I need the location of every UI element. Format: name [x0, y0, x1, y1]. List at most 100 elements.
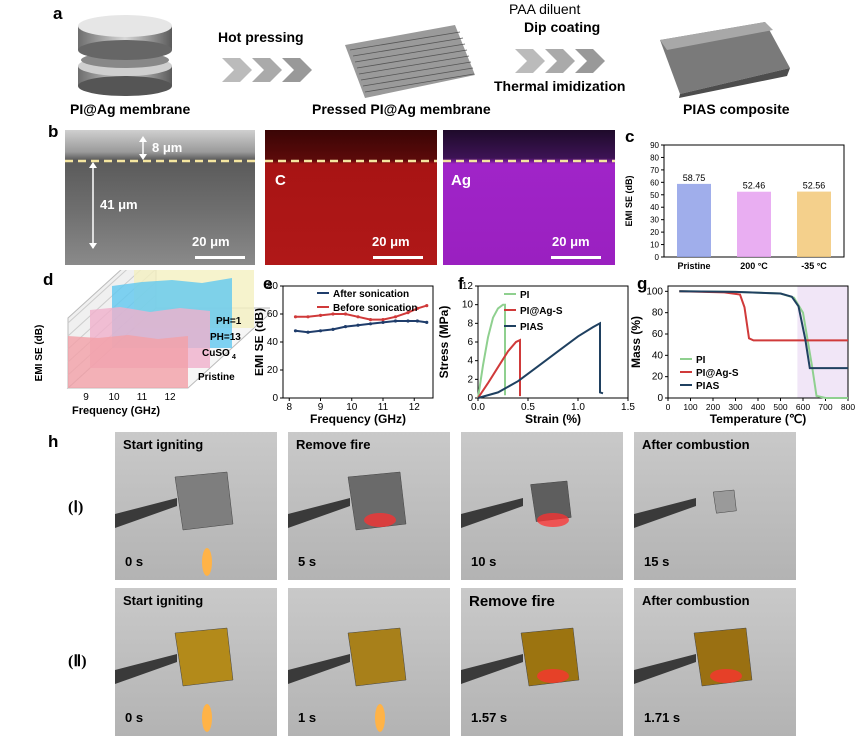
x-tick-label: 12 — [409, 402, 421, 413]
step-hot-pressing: Hot pressing — [218, 29, 304, 45]
photo-title: After combustion — [642, 437, 750, 452]
sample-film — [712, 489, 737, 514]
photo-time-label: 0 s — [125, 710, 144, 725]
series-line — [295, 320, 427, 334]
chart-e-line: 8 9 10 11 12 0 20 40 60 80 Frequency (GHz) EMI SE (… — [255, 281, 434, 426]
y-tick-label: 2 — [467, 374, 473, 385]
sample-film — [347, 627, 407, 687]
x-tick-label: 1.0 — [571, 402, 585, 413]
x-tick-label: 100 — [683, 402, 697, 412]
bar — [677, 183, 711, 257]
flame-icon — [202, 548, 212, 576]
tweezers-icon — [634, 498, 696, 528]
data-point — [293, 329, 298, 333]
y-tick-label: 0 — [655, 253, 660, 262]
data-point — [368, 322, 373, 326]
y-axis-label: EMI SE (dB) — [34, 325, 45, 382]
photo-time-label: 10 s — [471, 554, 497, 569]
y-axis-label: EMI SE (dB) — [624, 175, 634, 226]
data-point — [306, 330, 310, 334]
y-tick-label: 40 — [650, 203, 659, 212]
y-tick-label: 40 — [652, 350, 664, 361]
y-tick-label: 12 — [462, 281, 474, 292]
x-tick-label: 9 — [83, 392, 89, 403]
y-tick-label: 50 — [650, 191, 659, 200]
pressed-membrane-icon — [345, 25, 475, 98]
caption-pressed-membrane: Pressed PI@Ag membrane — [312, 101, 491, 117]
data-point — [393, 315, 398, 319]
membrane-disk-icon — [78, 15, 172, 96]
photo-title: Remove fire — [296, 437, 371, 452]
ignition-photo: After combustion 15 s — [634, 432, 796, 580]
sem-overlay — [65, 136, 255, 259]
area-series — [68, 335, 188, 388]
x-tick-label: 12 — [164, 392, 176, 403]
y-tick-label: 10 — [650, 241, 659, 250]
data-point — [393, 319, 398, 323]
x-tick-label: 11 — [378, 402, 389, 413]
data-point — [318, 329, 323, 333]
data-point — [381, 320, 385, 324]
y-tick-label: 60 — [650, 178, 659, 187]
series-line — [679, 290, 848, 370]
step-thermal-imidization: Thermal imidization — [494, 78, 626, 94]
photo-illustration — [115, 627, 234, 732]
data-point — [356, 323, 360, 327]
panel-label-h: h — [48, 432, 59, 451]
x-axis-label: Frequency (GHz) — [72, 405, 160, 417]
legend-label: PIAS — [696, 381, 720, 392]
legend-label: PIAS — [520, 322, 544, 333]
data-point — [368, 318, 373, 322]
legend-subscript: 4 — [232, 354, 236, 361]
x-tick-label: 10 — [346, 402, 358, 413]
glowing-edge — [537, 669, 569, 683]
ignition-photo: 1 s — [288, 588, 450, 736]
step-dip-coating: Dip coating — [524, 19, 601, 35]
photo-illustration — [288, 627, 407, 732]
chart-g-tga: 0 100 200 300 400 500 600 700 800 0 20 40 60 80 100 Tem… — [630, 285, 855, 426]
scale-bar-1: 20 μm — [192, 234, 230, 249]
legend-label: PI@Ag-S — [520, 306, 563, 317]
sem-cross-section — [65, 130, 255, 265]
chart-d-3d-area: 9 10 11 12 Frequency (GHz) EMI SE (dB) PH=1 PH=… — [34, 270, 270, 417]
legend-label: PI — [696, 355, 706, 366]
scale-bar-3: 20 μm — [552, 234, 590, 249]
x-tick-label: 0 — [666, 402, 671, 412]
x-axis-label: Frequency (GHz) — [310, 412, 406, 426]
y-tick-label: 10 — [462, 300, 474, 311]
glowing-edge — [364, 513, 396, 527]
step-paa-diluent: PAA diluent — [509, 1, 581, 17]
tweezers-icon — [288, 498, 350, 528]
y-tick-label: 80 — [652, 308, 664, 319]
x-tick-label: 600 — [796, 402, 810, 412]
series-line — [295, 304, 428, 321]
data-point — [415, 306, 419, 310]
y-axis-label: Stress (MPa) — [438, 306, 451, 379]
photo-illustration — [634, 489, 737, 528]
data-point — [293, 315, 298, 319]
x-tick-label: 800 — [841, 402, 855, 412]
thickness-main-label: 41 μm — [100, 197, 138, 212]
data-point — [343, 325, 348, 329]
bar-value-label: 52.56 — [803, 181, 826, 191]
panel-label-c: c — [625, 127, 635, 146]
flame-icon — [375, 704, 385, 732]
x-tick-label: 10 — [108, 392, 120, 403]
legend-label: PH=1 — [216, 316, 242, 327]
ignition-photo: Start igniting 0 s — [115, 588, 277, 736]
photo-time-label: 1.57 s — [471, 710, 508, 725]
legend-label: PI — [520, 290, 530, 301]
data-point — [306, 315, 310, 319]
bar-value-label: 58.75 — [683, 173, 706, 183]
x-tick-label: 1.5 — [621, 402, 635, 413]
x-tick-label: 200 — [706, 402, 720, 412]
tweezers-icon — [461, 498, 523, 528]
y-tick-label: 80 — [650, 153, 659, 162]
data-point — [425, 320, 429, 324]
y-axis-label: EMI SE (dB) — [255, 308, 266, 376]
glowing-edge — [537, 513, 569, 527]
data-point — [356, 315, 360, 319]
data-point — [331, 312, 335, 316]
x-tick-label: Pristine — [677, 261, 710, 271]
data-point — [415, 319, 419, 323]
